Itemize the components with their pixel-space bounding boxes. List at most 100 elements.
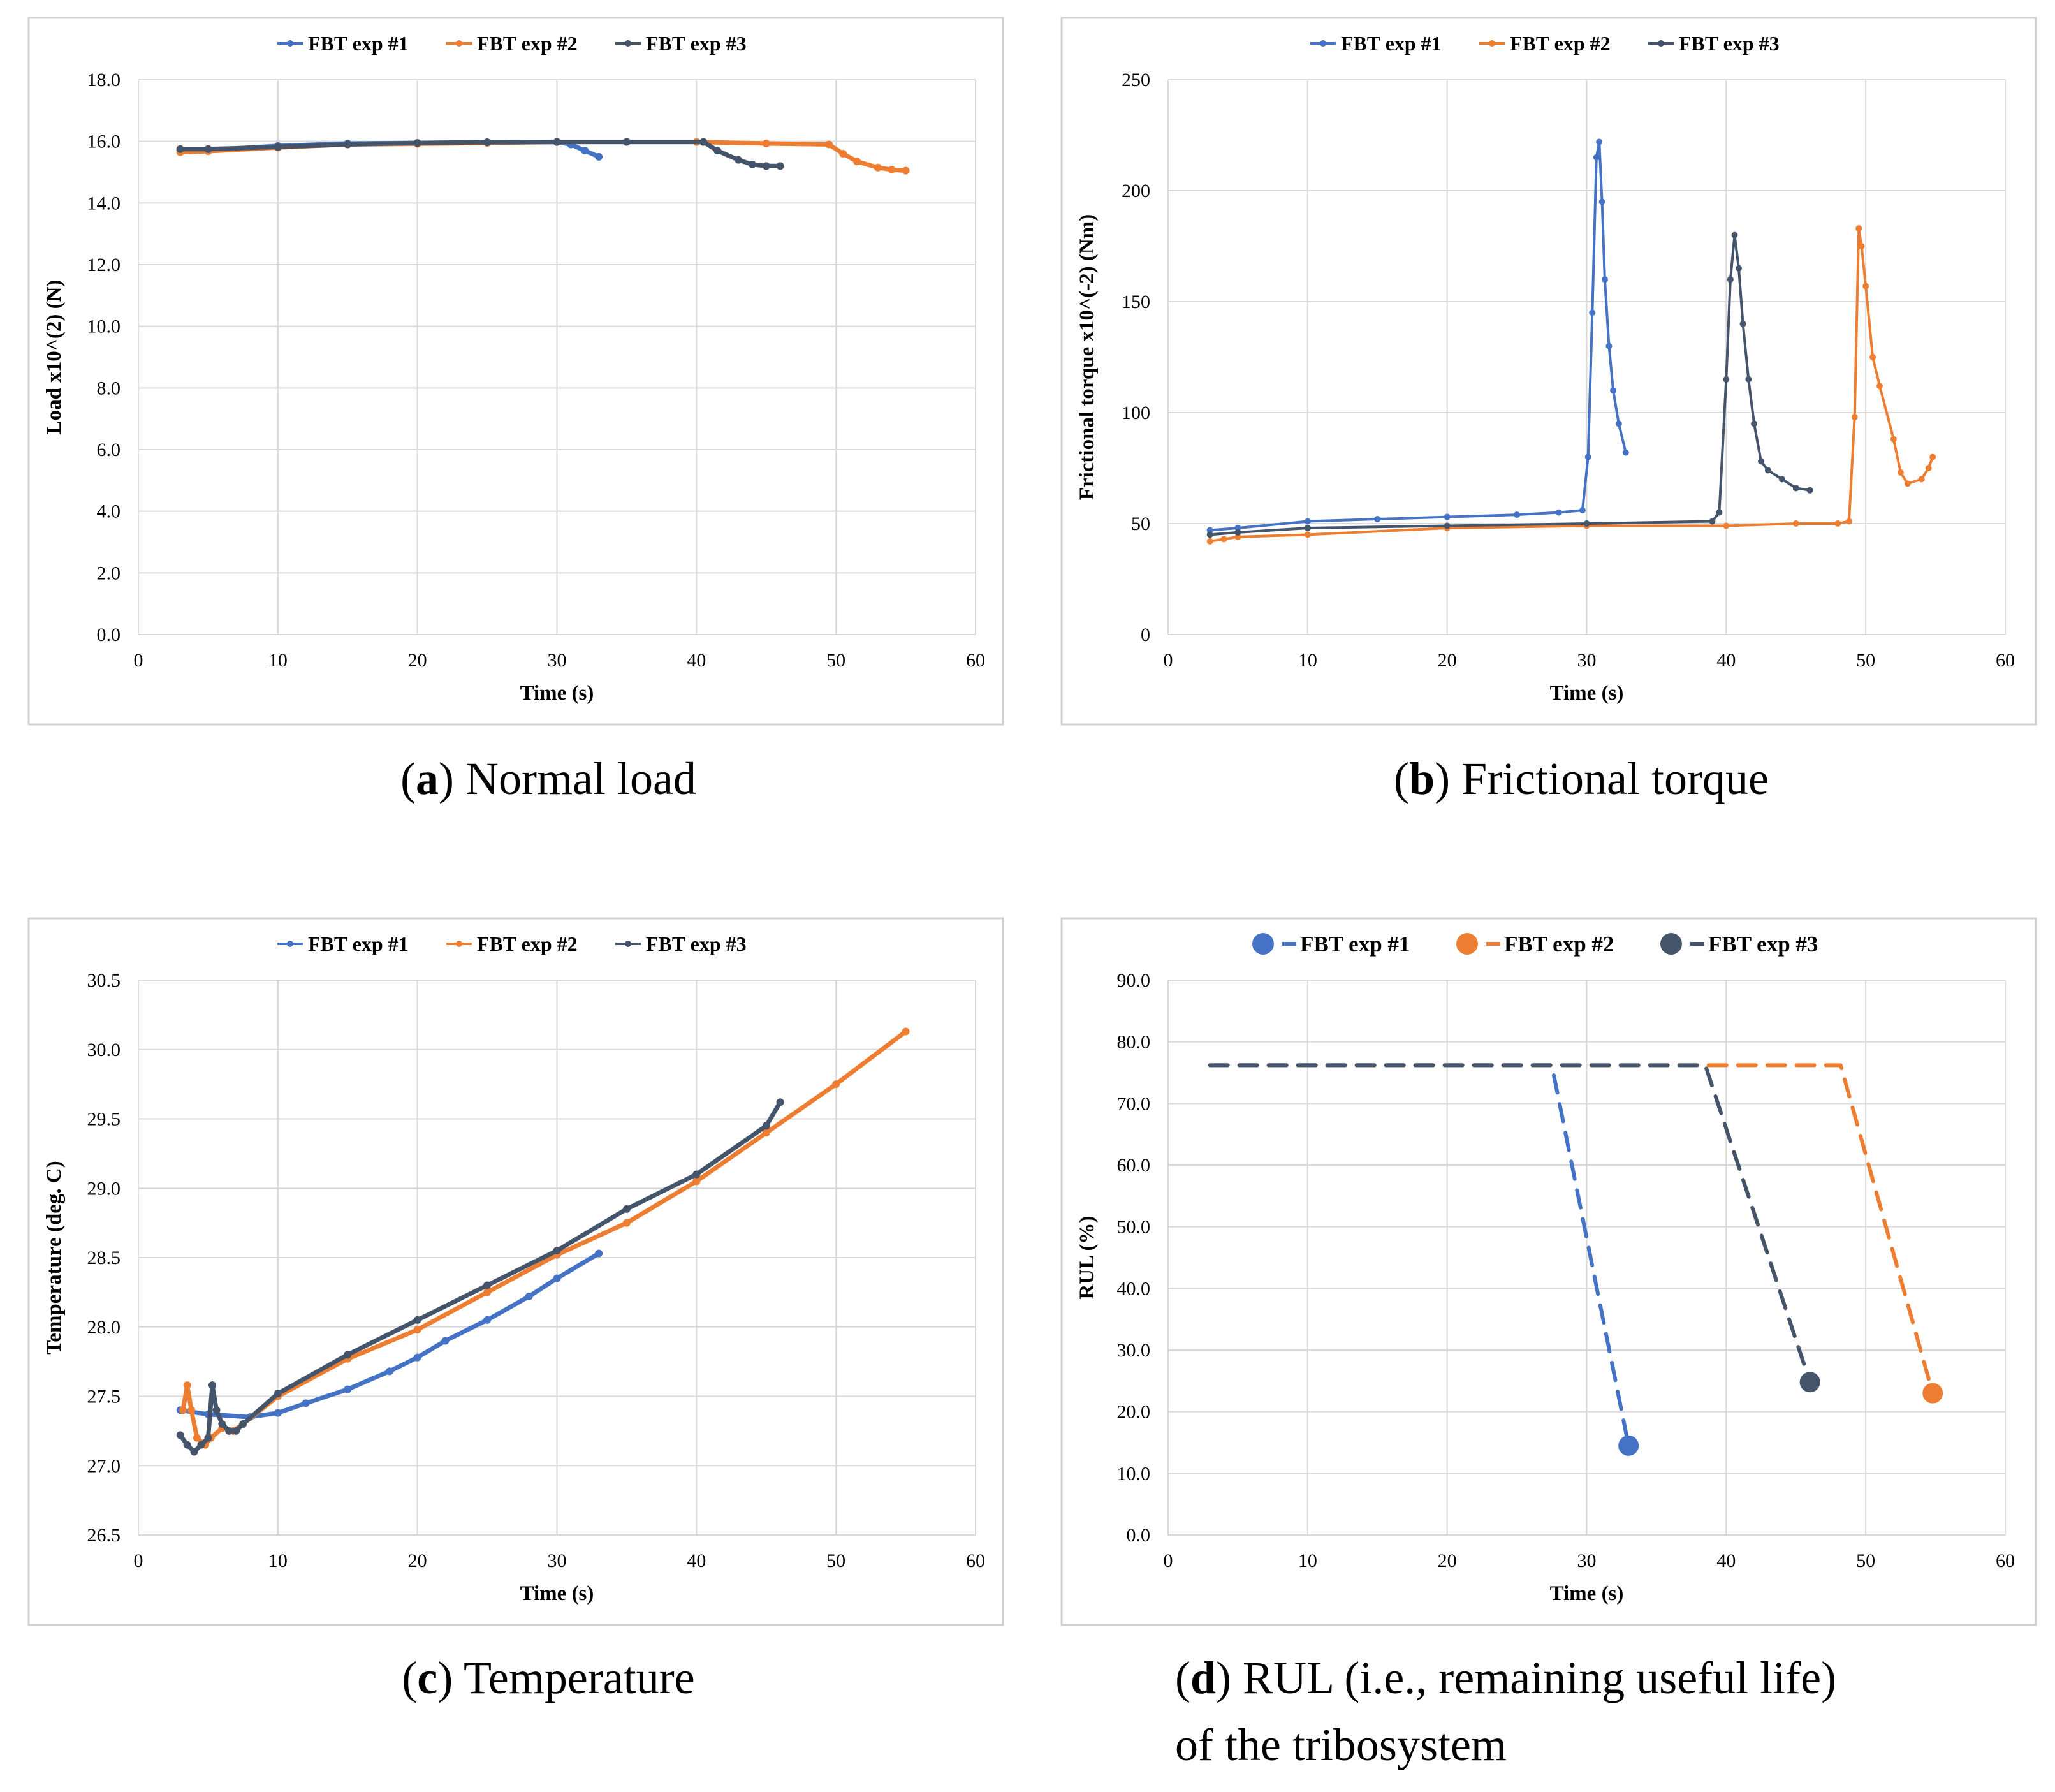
legend-marker-exp2 xyxy=(456,941,462,947)
x-tick-label: 0 xyxy=(1164,650,1173,671)
legend-marker-exp2 xyxy=(1456,933,1478,955)
y-tick-label: 27.0 xyxy=(87,1455,121,1476)
x-tick-label: 0 xyxy=(1164,1550,1173,1571)
x-tick-label: 40 xyxy=(1716,1550,1736,1571)
data-point xyxy=(183,1381,191,1390)
data-point xyxy=(1596,138,1603,145)
chart-temperature: 26.5 27.0 27.5 28.0 28.5 29.0 29.5 30.0 30.5 0 10 2… xyxy=(43,932,985,1605)
legend-label-exp1: FBT exp #1 xyxy=(1341,32,1442,55)
data-point xyxy=(1610,387,1617,394)
data-point xyxy=(776,162,784,170)
data-point xyxy=(1514,511,1521,518)
data-point xyxy=(1845,518,1852,525)
data-point xyxy=(212,1406,221,1414)
x-tick-label: 30 xyxy=(1577,1550,1597,1571)
y-tick-label: 16.0 xyxy=(87,131,121,152)
data-point xyxy=(441,1337,450,1345)
x-tick-label: 10 xyxy=(1298,650,1317,671)
x-axis-title: Time (s) xyxy=(520,1582,594,1605)
legend-marker-exp3 xyxy=(625,40,631,47)
data-point xyxy=(1234,524,1241,531)
y-tick-label: 29.5 xyxy=(87,1109,121,1130)
y-tick-label: 28.5 xyxy=(87,1247,121,1268)
data-point xyxy=(1758,458,1765,465)
data-point xyxy=(176,1431,184,1439)
data-point xyxy=(1778,476,1785,483)
x-tick-label: 30 xyxy=(548,1550,567,1571)
legend-label-exp3: FBT exp #3 xyxy=(646,932,747,955)
y-tick-label: 40.0 xyxy=(1117,1278,1151,1299)
data-point xyxy=(762,162,770,170)
data-point xyxy=(1709,518,1716,525)
data-point xyxy=(413,1316,421,1324)
data-point xyxy=(553,1274,561,1282)
data-point xyxy=(874,163,882,172)
data-point xyxy=(1851,413,1858,420)
data-point xyxy=(734,156,742,164)
data-point xyxy=(553,1247,561,1255)
data-point xyxy=(699,138,708,146)
legend-marker-exp2 xyxy=(456,40,462,47)
data-point xyxy=(1897,469,1904,476)
data-point xyxy=(1855,225,1862,232)
data-point xyxy=(187,1406,196,1414)
data-point xyxy=(302,1399,310,1407)
data-point xyxy=(1584,453,1591,460)
y-tick-label: 80.0 xyxy=(1117,1032,1151,1053)
y-axis-title: Temperature (deg. C) xyxy=(43,1161,66,1354)
legend-label-exp2: FBT exp #2 xyxy=(1510,32,1611,55)
x-tick-label: 60 xyxy=(1996,1550,2015,1571)
data-point xyxy=(1555,509,1562,516)
y-axis-title: Frictional torque x10^(-2) (Nm) xyxy=(1076,214,1099,500)
data-point xyxy=(179,1406,187,1414)
data-point xyxy=(1589,309,1596,316)
data-point xyxy=(344,1351,352,1359)
chart-frictional-torque: 0 50 100 150 200 250 0 10 20 30 40 50 60 Time (s) Fric… xyxy=(1076,32,2015,705)
data-point xyxy=(692,1170,701,1179)
x-tick-label: 10 xyxy=(268,650,288,671)
data-point xyxy=(1234,529,1241,536)
caption-b-letter: b xyxy=(1409,753,1435,804)
data-point xyxy=(1925,465,1932,471)
legend-label-exp3: FBT exp #3 xyxy=(646,32,747,55)
y-tick-label: 29.0 xyxy=(87,1178,121,1199)
data-point xyxy=(762,140,770,148)
data-point xyxy=(1876,383,1883,390)
legend-marker-exp3 xyxy=(625,941,631,947)
y-tick-label: 12.0 xyxy=(87,254,121,275)
data-point xyxy=(1444,513,1451,520)
legend-label-exp2: FBT exp #2 xyxy=(477,32,578,55)
data-point xyxy=(413,1326,421,1334)
data-point xyxy=(1727,276,1734,283)
x-tick-label: 0 xyxy=(134,1550,143,1571)
y-tick-label: 90.0 xyxy=(1117,970,1151,991)
data-point xyxy=(1862,283,1869,290)
data-point xyxy=(888,166,896,174)
x-tick-label: 40 xyxy=(687,650,706,671)
x-tick-label: 10 xyxy=(1298,1550,1317,1571)
data-point xyxy=(232,1427,240,1435)
y-tick-label: 2.0 xyxy=(97,562,121,584)
x-tick-label: 20 xyxy=(408,1550,427,1571)
x-tick-label: 40 xyxy=(1716,650,1736,671)
data-point xyxy=(190,1448,198,1456)
y-tick-label: 0.0 xyxy=(97,624,121,645)
data-point xyxy=(274,1409,282,1417)
data-point xyxy=(839,150,847,158)
data-point xyxy=(1593,154,1600,161)
data-point xyxy=(208,1381,216,1390)
data-point xyxy=(852,158,861,166)
data-point xyxy=(1929,453,1936,460)
y-tick-label: 10.0 xyxy=(87,316,121,337)
legend-label-exp1: FBT exp #1 xyxy=(308,32,409,55)
panel-d-frame xyxy=(1060,917,2037,1626)
y-tick-label: 28.0 xyxy=(87,1317,121,1338)
data-point xyxy=(483,1316,492,1324)
data-point xyxy=(183,1441,191,1449)
data-point xyxy=(239,1420,247,1428)
data-point xyxy=(197,1441,205,1449)
y-tick-label: 200 xyxy=(1122,180,1150,202)
y-tick-label: 150 xyxy=(1122,291,1150,312)
data-point xyxy=(1723,522,1730,529)
data-point xyxy=(1918,476,1925,483)
